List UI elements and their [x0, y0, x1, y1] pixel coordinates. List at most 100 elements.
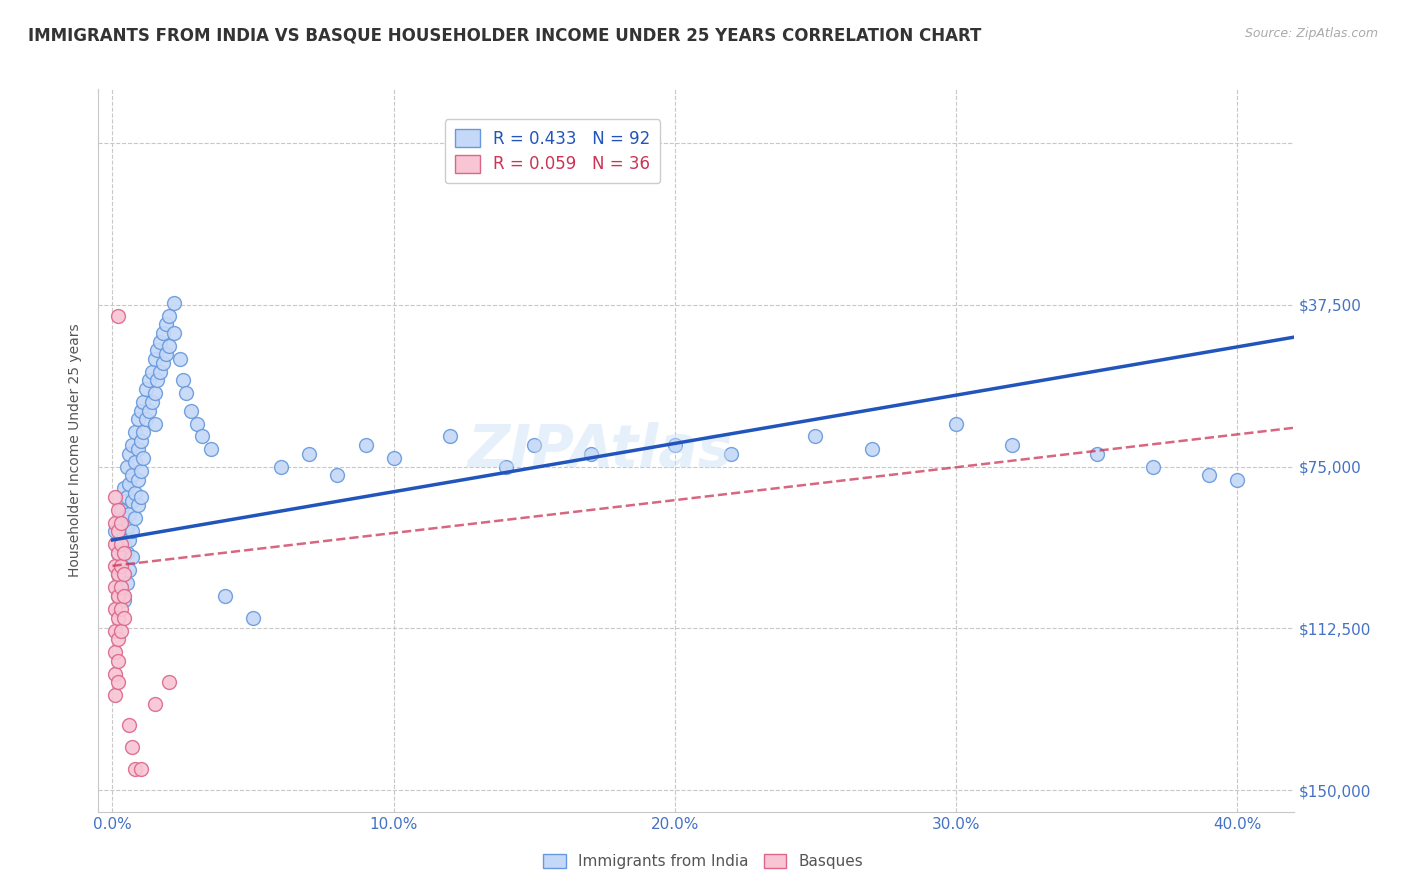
Point — [110, 581, 132, 595]
Point — [104, 602, 127, 616]
Point — [107, 567, 129, 582]
Point — [129, 490, 152, 504]
Point — [112, 593, 135, 607]
Point — [107, 502, 129, 516]
Point — [107, 546, 129, 560]
Point — [115, 520, 138, 534]
Point — [121, 468, 143, 483]
Point — [152, 326, 174, 340]
Point — [112, 567, 135, 582]
Point — [110, 533, 132, 547]
Point — [720, 447, 742, 461]
Point — [129, 762, 152, 776]
Point — [124, 511, 146, 525]
Point — [191, 429, 214, 443]
Point — [104, 524, 127, 539]
Point — [152, 356, 174, 370]
Point — [115, 546, 138, 560]
Point — [860, 442, 883, 457]
Point — [121, 739, 143, 754]
Point — [200, 442, 222, 457]
Point — [118, 447, 141, 461]
Point — [135, 382, 157, 396]
Point — [110, 502, 132, 516]
Point — [326, 468, 349, 483]
Point — [382, 450, 405, 465]
Point — [129, 403, 152, 417]
Point — [104, 581, 127, 595]
Point — [141, 365, 163, 379]
Legend: Immigrants from India, Basques: Immigrants from India, Basques — [537, 848, 869, 875]
Y-axis label: Householder Income Under 25 years: Householder Income Under 25 years — [69, 324, 83, 577]
Point — [124, 762, 146, 776]
Point — [1085, 447, 1108, 461]
Point — [141, 395, 163, 409]
Point — [146, 373, 169, 387]
Point — [298, 447, 321, 461]
Point — [121, 524, 143, 539]
Point — [523, 438, 546, 452]
Point — [118, 507, 141, 521]
Point — [124, 485, 146, 500]
Point — [169, 351, 191, 366]
Point — [129, 434, 152, 448]
Point — [104, 558, 127, 573]
Point — [115, 490, 138, 504]
Point — [104, 537, 127, 551]
Point — [132, 450, 155, 465]
Point — [104, 516, 127, 530]
Point — [112, 589, 135, 603]
Point — [104, 645, 127, 659]
Point — [157, 675, 180, 690]
Point — [127, 442, 149, 457]
Point — [1142, 459, 1164, 474]
Point — [1198, 468, 1220, 483]
Point — [104, 666, 127, 681]
Point — [110, 516, 132, 530]
Point — [107, 589, 129, 603]
Point — [121, 438, 143, 452]
Point — [124, 455, 146, 469]
Point — [107, 546, 129, 560]
Point — [186, 417, 208, 431]
Point — [132, 395, 155, 409]
Point — [155, 318, 177, 332]
Text: ZIPAtlas: ZIPAtlas — [468, 422, 733, 479]
Point — [143, 386, 166, 401]
Point — [143, 417, 166, 431]
Point — [157, 309, 180, 323]
Point — [118, 718, 141, 732]
Point — [110, 581, 132, 595]
Point — [163, 326, 186, 340]
Point — [149, 334, 172, 349]
Point — [107, 675, 129, 690]
Point — [107, 524, 129, 539]
Point — [1226, 473, 1249, 487]
Point — [110, 558, 132, 573]
Point — [132, 425, 155, 439]
Point — [112, 546, 135, 560]
Point — [945, 417, 967, 431]
Point — [104, 490, 127, 504]
Point — [107, 309, 129, 323]
Point — [121, 494, 143, 508]
Point — [127, 412, 149, 426]
Point — [270, 459, 292, 474]
Point — [579, 447, 602, 461]
Point — [174, 386, 197, 401]
Point — [118, 563, 141, 577]
Point — [180, 403, 202, 417]
Text: Source: ZipAtlas.com: Source: ZipAtlas.com — [1244, 27, 1378, 40]
Point — [138, 373, 160, 387]
Point — [163, 295, 186, 310]
Point — [495, 459, 517, 474]
Point — [107, 610, 129, 624]
Point — [115, 459, 138, 474]
Point — [110, 558, 132, 573]
Point — [149, 365, 172, 379]
Point — [127, 473, 149, 487]
Point — [664, 438, 686, 452]
Point — [143, 351, 166, 366]
Point — [143, 697, 166, 711]
Legend: R = 0.433   N = 92, R = 0.059   N = 36: R = 0.433 N = 92, R = 0.059 N = 36 — [444, 120, 661, 183]
